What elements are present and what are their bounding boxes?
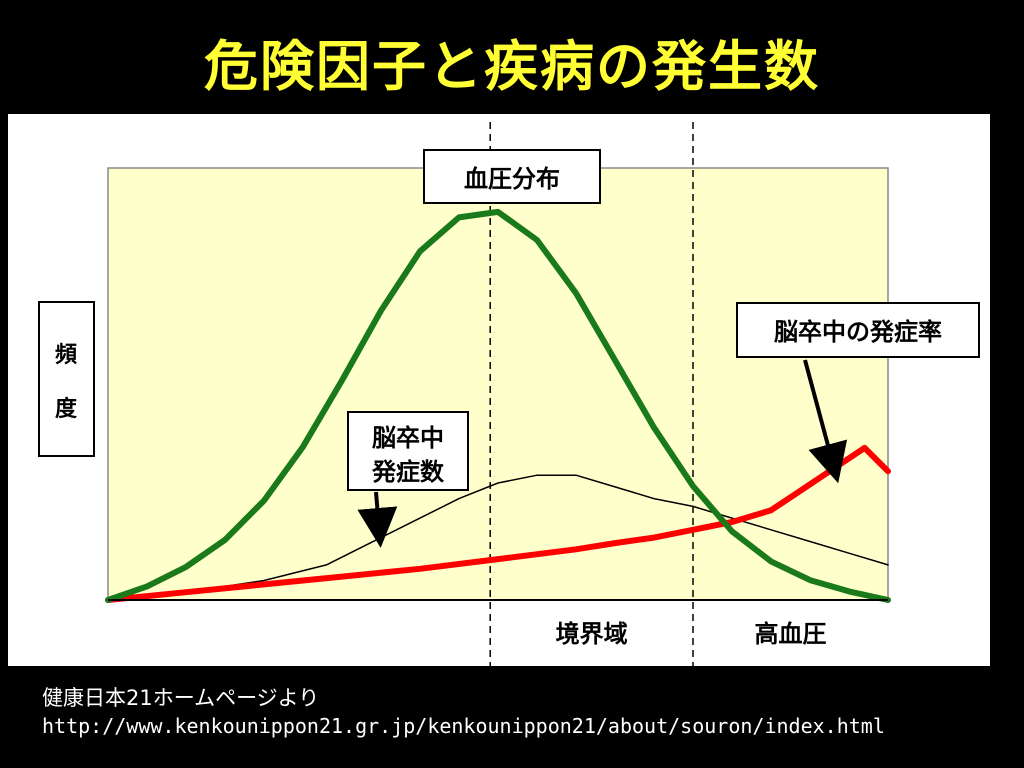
chart-panel: 境界域 高血圧 頻 度 血圧分布 脳卒中 発症数 脳卒中の発症率	[8, 114, 990, 666]
series-blood-pressure	[105, 208, 891, 603]
label-stroke-cases-line2: 発症数	[371, 458, 445, 486]
label-box-stroke-rate	[736, 302, 980, 358]
ylabel-box	[38, 301, 95, 457]
arrow-stroke-rate	[803, 359, 848, 484]
region-label-1: 境界域	[556, 620, 628, 648]
label-box-blood-pressure	[423, 149, 601, 204]
ylabel-char-1: 頻	[55, 343, 77, 368]
source-url[interactable]: http://www.kenkounippon21.gr.jp/kenkouni…	[42, 714, 885, 738]
region-label-2: 高血圧	[755, 620, 827, 648]
label-stroke-cases-line1: 脳卒中	[372, 424, 444, 452]
arrow-stroke-cases	[357, 491, 398, 548]
label-stroke-rate: 脳卒中の発症率	[774, 318, 942, 346]
slide-title: 危険因子と疾病の発生数	[204, 35, 820, 98]
series-stroke-cases	[107, 474, 889, 601]
ylabel-char-2: 度	[55, 396, 78, 422]
source-credit: 健康日本21ホームページより http://www.kenkounippon21…	[42, 684, 885, 740]
plot-area	[107, 167, 889, 601]
label-box-stroke-cases	[347, 411, 469, 491]
chart-svg: 境界域 高血圧 頻 度 血圧分布 脳卒中 発症数 脳卒中の発症率	[38, 122, 980, 666]
source-line-1: 健康日本21ホームページより	[42, 686, 320, 710]
label-blood-pressure: 血圧分布	[464, 165, 560, 193]
